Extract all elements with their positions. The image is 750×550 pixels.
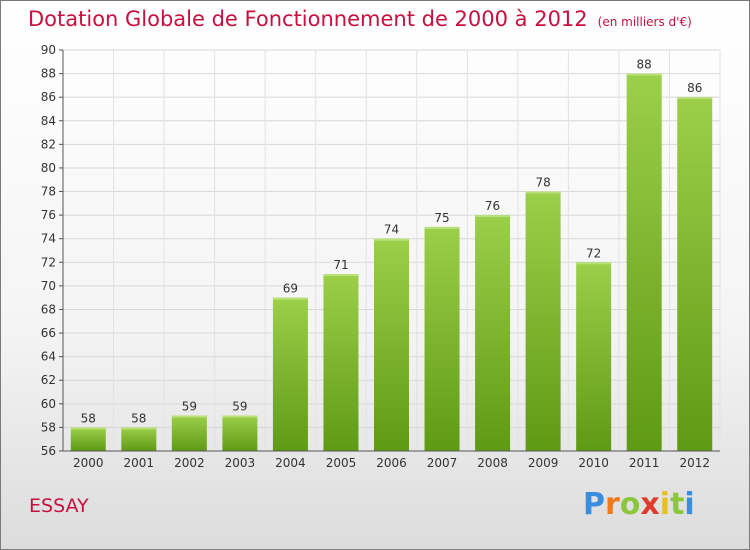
bar-value-label: 74 xyxy=(384,223,399,237)
x-tick-label: 2012 xyxy=(679,456,710,470)
bar-top-highlight xyxy=(475,215,511,218)
bar-value-label: 58 xyxy=(131,411,146,425)
x-tick-label: 2002 xyxy=(174,456,205,470)
bar-top-highlight xyxy=(272,297,308,300)
bar xyxy=(70,427,106,451)
y-tick-label: 68 xyxy=(41,302,56,316)
proxiti-logo: Proxiti xyxy=(583,487,695,522)
y-tick-label: 72 xyxy=(41,255,56,269)
y-tick-label: 74 xyxy=(41,232,56,246)
bar xyxy=(272,297,308,451)
bar-top-highlight xyxy=(424,226,460,229)
bar-top-highlight xyxy=(222,415,258,418)
x-tick-label: 2009 xyxy=(528,456,559,470)
y-tick-label: 64 xyxy=(41,350,56,364)
y-tick-label: 90 xyxy=(41,43,56,57)
bar-value-label: 86 xyxy=(687,81,702,95)
bar xyxy=(222,415,258,451)
y-tick-label: 78 xyxy=(41,185,56,199)
y-tick-label: 62 xyxy=(41,373,56,387)
bar xyxy=(626,73,662,452)
bar xyxy=(677,97,713,452)
bar-top-highlight xyxy=(70,427,106,430)
bar-value-label: 88 xyxy=(637,58,652,72)
y-tick-label: 70 xyxy=(41,279,56,293)
bar-top-highlight xyxy=(171,415,207,418)
x-tick-label: 2000 xyxy=(73,456,104,470)
y-tick-label: 76 xyxy=(41,208,56,222)
x-tick-label: 2008 xyxy=(477,456,508,470)
x-tick-label: 2010 xyxy=(578,456,609,470)
x-tick-label: 2011 xyxy=(629,456,660,470)
bar-top-highlight xyxy=(677,97,713,100)
bar-value-label: 72 xyxy=(586,246,601,260)
bar xyxy=(121,427,157,451)
x-tick-label: 2003 xyxy=(225,456,256,470)
x-tick-label: 2004 xyxy=(275,456,306,470)
chart-title-text: Dotation Globale de Fonctionnement de 20… xyxy=(28,7,588,31)
x-tick-label: 2001 xyxy=(124,456,155,470)
bar xyxy=(576,262,612,451)
y-tick-label: 84 xyxy=(41,114,56,128)
y-tick-label: 58 xyxy=(41,420,56,434)
y-tick-label: 80 xyxy=(41,161,56,175)
bar-top-highlight xyxy=(121,427,157,430)
y-tick-label: 82 xyxy=(41,137,56,151)
y-tick-label: 86 xyxy=(41,90,56,104)
y-tick-label: 56 xyxy=(41,444,56,458)
bar xyxy=(323,274,359,451)
chart-subtitle: (en milliers d'€) xyxy=(597,15,692,29)
bar-value-label: 58 xyxy=(81,411,96,425)
bar-top-highlight xyxy=(576,262,612,265)
chart-title: Dotation Globale de Fonctionnement de 20… xyxy=(28,7,692,31)
bar-top-highlight xyxy=(323,274,359,277)
bar xyxy=(171,415,207,451)
commune-name: ESSAY xyxy=(29,495,89,517)
y-tick-label: 66 xyxy=(41,326,56,340)
bar-top-highlight xyxy=(525,191,561,194)
bar-value-label: 69 xyxy=(283,282,298,296)
x-tick-label: 2007 xyxy=(427,456,458,470)
x-tick-label: 2006 xyxy=(376,456,407,470)
bar xyxy=(374,238,409,451)
y-tick-label: 88 xyxy=(41,67,56,81)
bar xyxy=(424,226,460,451)
bar xyxy=(525,191,561,451)
bar-top-highlight xyxy=(374,238,409,241)
bar-value-label: 59 xyxy=(182,400,197,414)
bar xyxy=(475,215,511,451)
bar-value-label: 59 xyxy=(232,400,247,414)
x-tick-label: 2005 xyxy=(326,456,357,470)
bar-top-highlight xyxy=(626,73,662,76)
bar-value-label: 75 xyxy=(434,211,449,225)
bar-value-label: 71 xyxy=(333,258,348,272)
bar-value-label: 76 xyxy=(485,199,500,213)
bar-value-label: 78 xyxy=(535,176,550,190)
y-tick-label: 60 xyxy=(41,397,56,411)
